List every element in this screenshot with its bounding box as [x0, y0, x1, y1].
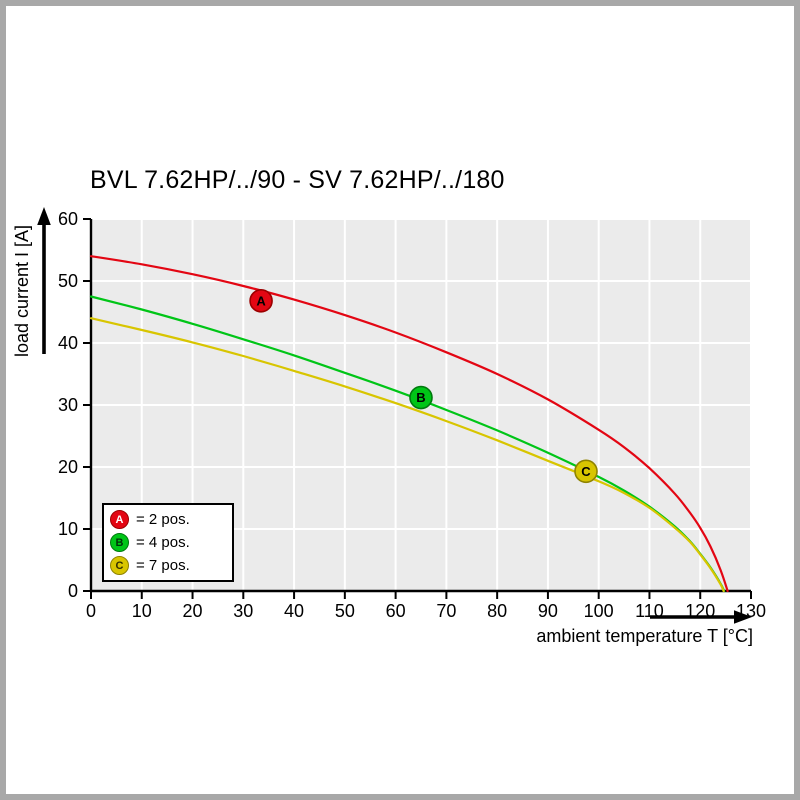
marker-letter-A: A	[256, 293, 266, 308]
y-axis-arrow	[37, 207, 51, 354]
y-tick-label: 0	[68, 581, 78, 601]
legend-item-4pos: B = 4 pos.	[110, 533, 226, 552]
chart-title: BVL 7.62HP/../90 - SV 7.62HP/../180	[90, 166, 505, 194]
legend: A = 2 pos. B = 4 pos. C = 7 pos.	[102, 503, 234, 582]
y-tick-label: 30	[58, 395, 78, 415]
legend-label-2pos: = 2 pos.	[136, 511, 190, 528]
x-tick-label: 100	[584, 601, 614, 621]
y-tick-label: 20	[58, 457, 78, 477]
legend-item-7pos: C = 7 pos.	[110, 556, 226, 575]
x-tick-label: 0	[86, 601, 96, 621]
x-tick-label: 60	[386, 601, 406, 621]
legend-badge-b: B	[110, 533, 129, 552]
x-tick-label: 80	[487, 601, 507, 621]
marker-C: C	[574, 459, 598, 484]
legend-label-7pos: = 7 pos.	[136, 557, 190, 574]
legend-badge-c: C	[110, 556, 129, 575]
axes	[83, 218, 752, 599]
legend-item-2pos: A = 2 pos.	[110, 510, 226, 529]
x-axis-arrow	[650, 610, 752, 624]
curve-C	[89, 317, 725, 593]
x-tick-label: 90	[538, 601, 558, 621]
marker-B: B	[409, 385, 433, 410]
marker-A: A	[249, 289, 273, 313]
marker-letter-C: C	[581, 464, 591, 479]
legend-label-4pos: = 4 pos.	[136, 534, 190, 551]
x-tick-label: 30	[233, 601, 253, 621]
marker-letter-B: B	[416, 390, 425, 405]
x-tick-label: 40	[284, 601, 304, 621]
y-tick-label: 50	[58, 271, 78, 291]
y-tick-label: 10	[58, 519, 78, 539]
curve-A	[89, 255, 729, 593]
x-tick-label: 70	[436, 601, 456, 621]
x-tick-label: 10	[132, 601, 152, 621]
x-tick-label: 20	[183, 601, 203, 621]
legend-badge-a: A	[110, 510, 129, 529]
y-tick-label: 40	[58, 333, 78, 353]
y-tick-label: 60	[58, 209, 78, 229]
y-axis-label: load current I [A]	[12, 225, 32, 357]
chart-canvas: 0 10 20 30 40 50 60 70 80 90 100 110 120 130010203040…	[12, 207, 766, 646]
x-axis-label: ambient temperature T [°C]	[536, 626, 753, 646]
x-tick-label: 50	[335, 601, 355, 621]
